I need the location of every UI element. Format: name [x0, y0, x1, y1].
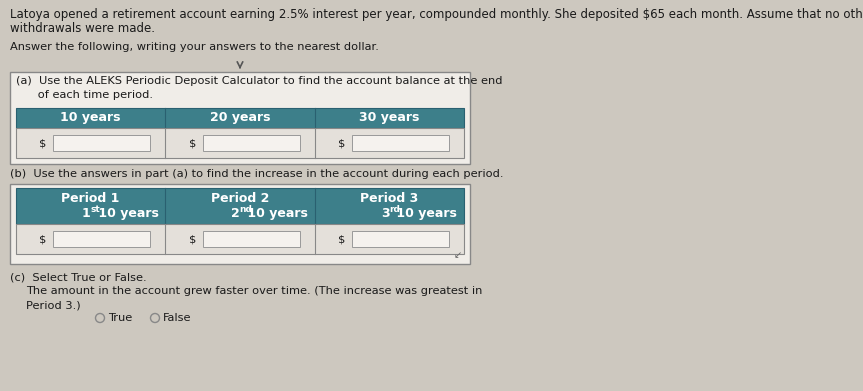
Bar: [16, 128, 464, 158]
Text: Period 3: Period 3: [360, 192, 419, 205]
Text: ↙: ↙: [454, 250, 462, 260]
Bar: [16, 108, 464, 128]
Bar: [352, 231, 449, 247]
Text: 10 years: 10 years: [60, 111, 121, 124]
Text: 20 years: 20 years: [210, 111, 270, 124]
Text: $: $: [188, 138, 196, 148]
Text: $: $: [188, 234, 196, 244]
Bar: [16, 188, 464, 224]
Text: 3: 3: [381, 207, 389, 221]
Text: (b)  Use the answers in part (a) to find the increase in the account during each: (b) Use the answers in part (a) to find …: [10, 169, 503, 179]
Text: False: False: [163, 313, 192, 323]
Text: withdrawals were made.: withdrawals were made.: [10, 22, 155, 35]
Text: Period 3.): Period 3.): [26, 300, 80, 310]
Bar: [54, 231, 150, 247]
Text: Period 1: Period 1: [61, 192, 120, 205]
Text: True: True: [108, 313, 132, 323]
Text: of each time period.: of each time period.: [16, 90, 153, 100]
Text: 10 years: 10 years: [393, 207, 457, 221]
Text: $: $: [337, 234, 345, 244]
Text: 10 years: 10 years: [243, 207, 308, 221]
Bar: [203, 135, 299, 151]
Bar: [203, 231, 299, 247]
Text: 30 years: 30 years: [359, 111, 419, 124]
Text: nd: nd: [240, 205, 252, 214]
Text: (c)  Select True or False.: (c) Select True or False.: [10, 272, 147, 282]
Text: Latoya opened a retirement account earning 2.5% interest per year, compounded mo: Latoya opened a retirement account earni…: [10, 8, 863, 21]
Text: rd: rd: [389, 205, 400, 214]
Text: $: $: [337, 138, 345, 148]
Text: 1: 1: [82, 207, 91, 221]
Text: st: st: [90, 205, 100, 214]
Bar: [54, 135, 150, 151]
Text: Answer the following, writing your answers to the nearest dollar.: Answer the following, writing your answe…: [10, 42, 379, 52]
Text: 2: 2: [231, 207, 240, 221]
Bar: [352, 135, 449, 151]
Text: 10 years: 10 years: [94, 207, 159, 221]
Text: (a)  Use the ALEKS Periodic Deposit Calculator to find the account balance at th: (a) Use the ALEKS Periodic Deposit Calcu…: [16, 76, 502, 86]
Text: $: $: [39, 138, 47, 148]
Text: The amount in the account grew faster over time. (The increase was greatest in: The amount in the account grew faster ov…: [26, 286, 482, 296]
Bar: [10, 72, 470, 164]
Bar: [16, 224, 464, 254]
Text: Period 2: Period 2: [211, 192, 269, 205]
Bar: [10, 184, 470, 264]
Text: $: $: [39, 234, 47, 244]
